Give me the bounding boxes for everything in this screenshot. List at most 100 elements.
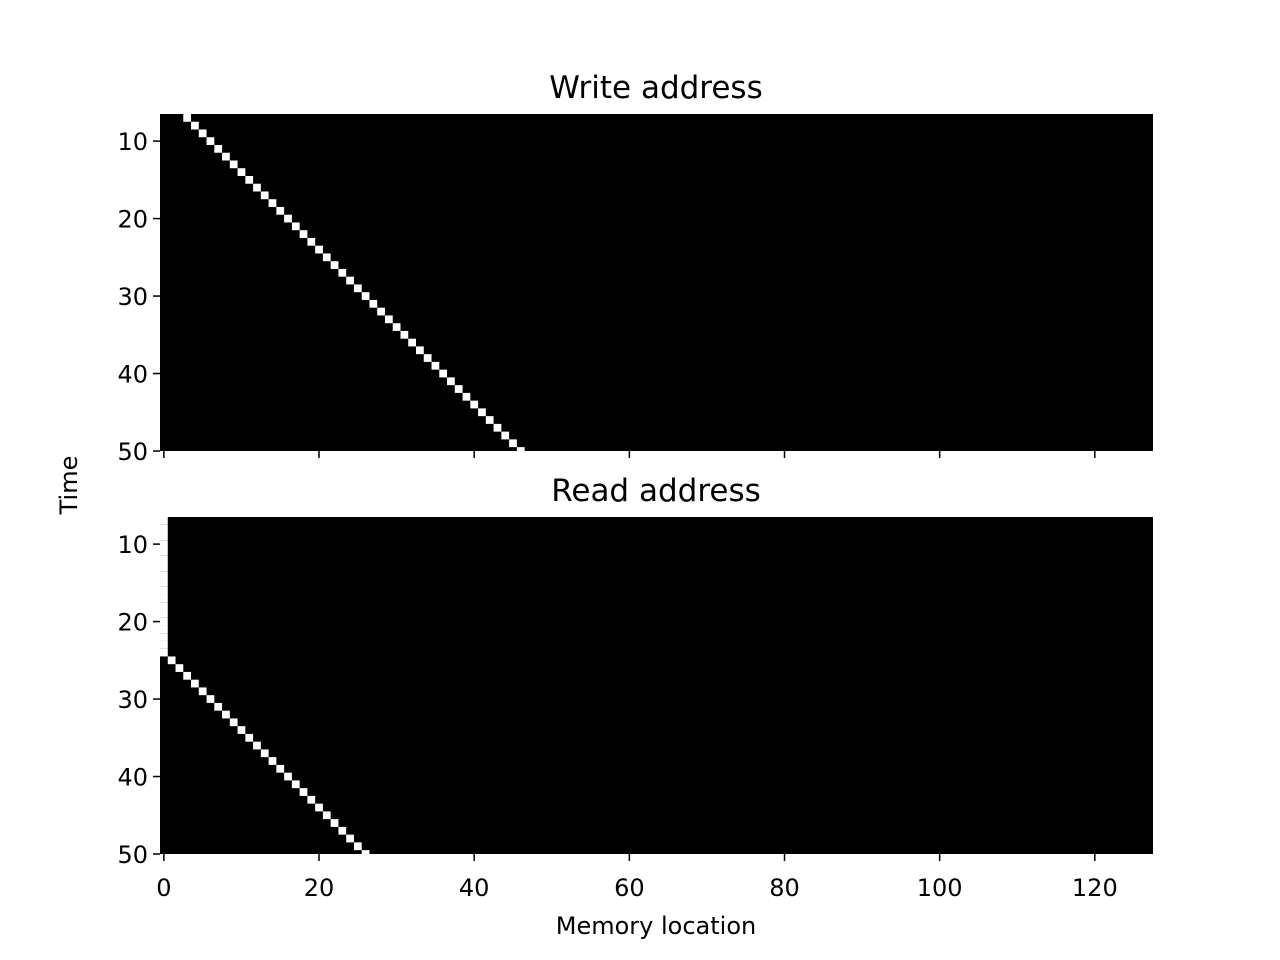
heatmap-cell [268,199,277,207]
x-tick-label: 20 [304,874,335,902]
heatmap-cell [353,842,362,851]
heatmap-cell [299,788,308,796]
y-axis-label: Time [55,456,83,516]
heatmap-cell [315,245,323,254]
heatmap-cell [268,757,277,765]
heatmap-cell [439,369,448,378]
heatmap-cell [431,361,440,370]
heatmap-cells [160,517,370,854]
y-tick-label: 20 [117,206,148,234]
x-tick-label: 60 [614,874,645,902]
heatmap-cells [183,114,525,451]
heatmap-cell [245,733,254,742]
heatmap-cell [284,214,292,223]
heatmap-cell [160,571,168,579]
heatmap-cell [353,284,362,293]
y-tick-label: 50 [117,841,148,869]
heatmap-cell [191,121,199,130]
heatmap-cell [346,834,354,843]
heatmap-cell [229,718,238,727]
y-tick-label: 30 [117,283,148,311]
x-tick-label: 40 [459,874,490,902]
heatmap-cell [206,137,215,145]
heatmap-background [160,517,1153,854]
y-tick-label: 20 [117,609,148,637]
heatmap-cell [516,447,525,451]
heatmap-cell [160,633,168,641]
heatmap-cell [160,517,168,525]
heatmap-cell [299,230,308,238]
heatmap-cell [509,439,517,448]
heatmap-cell [260,191,269,200]
heatmap-cell [501,431,510,440]
y-tick-label: 10 [117,128,148,156]
heatmap-cell [322,253,331,262]
heatmap-cell [485,416,494,424]
y-tick-label: 30 [117,686,148,714]
y-tick-label: 40 [117,361,148,389]
heatmap-cell [160,547,168,556]
heatmap-cell [222,152,230,161]
heatmap-cell [307,795,316,804]
y-axis: 10 20 30 40 50 [117,128,160,466]
x-axis [163,451,1096,458]
heatmap-background [160,114,1153,451]
heatmap-cell [307,237,316,246]
heatmap-cell [160,563,168,572]
heatmap-cell [160,586,168,595]
heatmap-cell [447,377,455,386]
heatmap-cell [160,524,168,533]
heatmap-cell [338,268,347,277]
heatmap-cell [253,183,261,192]
heatmap-cell [276,206,285,215]
heatmap-cell [330,261,339,269]
heatmap-cell [160,594,168,603]
heatmap-cell [222,710,230,719]
panel-title: Write address [549,70,763,106]
heatmap-cell [214,702,223,711]
heatmap-cell [229,160,238,169]
heatmap-cell [361,292,370,300]
heatmap-cell [276,764,285,773]
heatmap-cell [160,555,168,564]
heatmap-cell [454,385,463,393]
heatmap-cell [423,354,432,362]
heatmap-cell [167,656,176,665]
heatmap-cell [493,423,502,432]
y-tick-label: 50 [117,438,148,466]
heatmap-cell [338,826,347,835]
x-axis: 0 20 40 60 80 100 120 [156,854,1118,902]
heatmap-cell [377,307,385,316]
heatmap-cell [160,625,168,634]
heatmap-cell [214,144,223,153]
x-tick-label: 100 [917,874,963,902]
heatmap-cell [478,408,486,417]
heatmap-cell [253,741,261,750]
heatmap-cell [160,648,168,657]
heatmap-cell [183,671,192,680]
panel-title: Read address [551,473,761,509]
heatmap-cell [206,695,215,703]
heatmap-cell [346,276,354,285]
heatmap-cell [361,850,370,854]
heatmap-cell [392,323,401,331]
read-address-panel: Read address 10 20 30 40 50 0 20 40 60 80 100 120 [117,473,1153,902]
heatmap-cell [183,114,192,122]
heatmap-cell [237,726,246,734]
heatmap-cell [160,602,168,610]
heatmap-cell [400,330,409,339]
y-tick-label: 40 [117,764,148,792]
x-tick-label: 0 [156,874,171,902]
heatmap-cell [160,578,168,587]
heatmap-cell [260,749,269,758]
heatmap-cell [198,687,207,696]
heatmap-cell [330,819,339,827]
heatmap-cell [160,617,168,626]
heatmap-cell [315,803,323,812]
heatmap-cell [160,540,168,548]
heatmap-cell [470,400,479,409]
heatmap-cell [322,811,331,820]
heatmap-cell [284,772,292,781]
heatmap-cell [416,346,424,355]
